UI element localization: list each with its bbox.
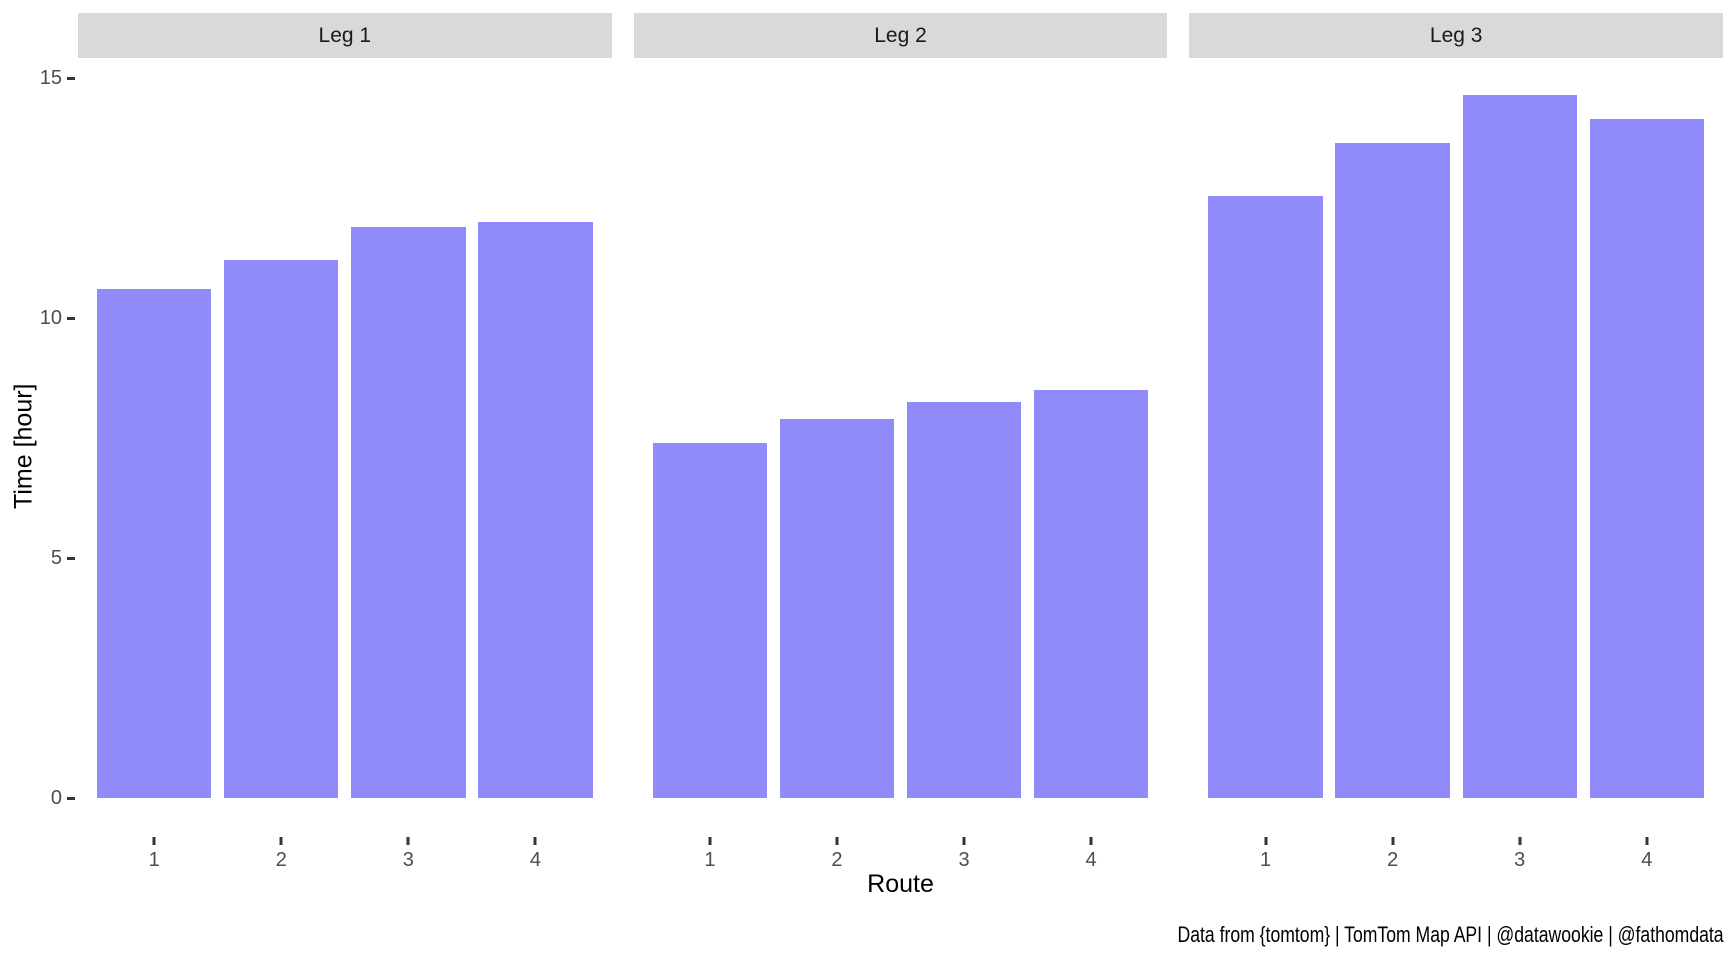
x-tick-label: 2 [275, 849, 287, 871]
x-tick-mark [406, 837, 410, 845]
x-tick-mark [708, 837, 712, 845]
facet-strip: Leg 2 [633, 13, 1168, 58]
caption: Data from {tomtom} | TomTom Map API | @d… [1177, 922, 1724, 947]
facet-strip: Leg 3 [1189, 13, 1724, 58]
bar [478, 222, 593, 798]
bar [1208, 195, 1323, 798]
x-tick-label: 1 [148, 849, 160, 871]
bar [906, 402, 1022, 798]
x-tick-mark [152, 837, 156, 845]
facet-column: Leg 2 1 2 3 4 [633, 13, 1168, 881]
x-tick-mark [835, 837, 839, 845]
x-tick-label: 3 [1514, 849, 1526, 871]
x-axis: 1 2 3 4 [1189, 835, 1723, 881]
y-tick-label: 10 [39, 307, 62, 330]
y-tick-label: 5 [50, 547, 62, 570]
bar [1335, 142, 1450, 798]
x-tick-label: 2 [1387, 849, 1399, 871]
x-tick-mark [1264, 837, 1268, 845]
x-axis: 1 2 3 4 [78, 835, 612, 881]
x-tick-label: 4 [1641, 849, 1653, 871]
y-tick-label: 15 [39, 67, 62, 90]
x-tick-label: 3 [958, 849, 970, 871]
bar [652, 442, 768, 798]
bar [1033, 390, 1149, 798]
x-axis-title: Route [867, 870, 934, 898]
x-tick-label: 1 [704, 849, 716, 871]
x-tick-label: 2 [831, 849, 843, 871]
bar [97, 289, 212, 798]
x-tick-mark [1089, 837, 1093, 845]
panel [78, 58, 612, 835]
facet-column: Leg 1 1 2 3 4 [78, 13, 612, 881]
bar [1462, 94, 1577, 798]
x-tick-label: 3 [402, 849, 414, 871]
panel [1189, 58, 1724, 835]
x-tick-label: 1 [1260, 849, 1272, 871]
x-axis: 1 2 3 4 [634, 835, 1168, 881]
y-tick-label: 0 [50, 787, 62, 810]
x-tick-mark [962, 837, 966, 845]
y-tick-mark [67, 556, 75, 560]
facet-column: Leg 3 1 2 3 4 [1189, 13, 1724, 881]
x-tick-label: 4 [1085, 849, 1097, 871]
bar [1589, 118, 1704, 798]
bar [224, 260, 339, 798]
x-tick-mark [1391, 837, 1395, 845]
x-tick-mark [533, 837, 537, 845]
y-tick-mark [67, 76, 75, 80]
x-tick-mark [1645, 837, 1649, 845]
x-tick-mark [279, 837, 283, 845]
panel [633, 58, 1168, 835]
y-tick-mark [67, 796, 75, 800]
bar [779, 418, 895, 798]
x-tick-mark [1518, 837, 1522, 845]
y-tick-mark [67, 316, 75, 320]
y-axis-title: Time [hour] [9, 383, 38, 510]
facet-strip: Leg 1 [78, 13, 612, 58]
bar [351, 226, 466, 798]
facet-panels: Leg 1 1 2 3 4 Leg 2 1 2 3 4 Leg 3 1 2 3 4 [78, 13, 1724, 881]
x-tick-label: 4 [529, 849, 541, 871]
